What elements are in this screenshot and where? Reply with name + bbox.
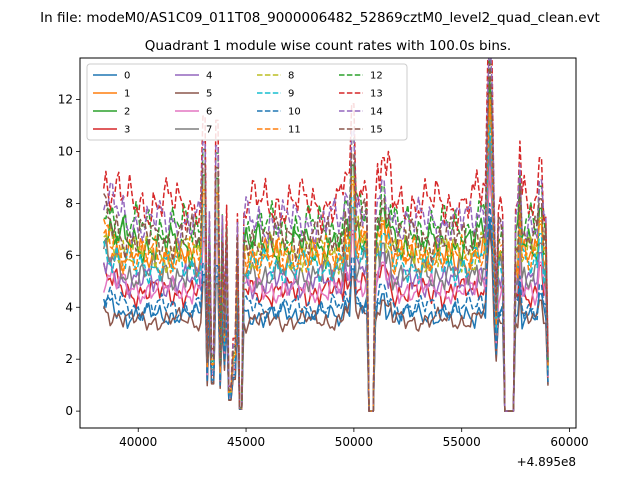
legend-label-9: 9 xyxy=(288,89,294,100)
series-line-11 xyxy=(103,98,549,412)
series-line-5 xyxy=(103,228,549,412)
series-layer xyxy=(102,58,549,412)
x-tick-label: 40000 xyxy=(119,435,157,449)
legend-label-14: 14 xyxy=(370,107,383,118)
y-tick-label: 12 xyxy=(58,93,73,107)
legend-label-10: 10 xyxy=(288,107,301,118)
series-line-6 xyxy=(102,166,549,412)
legend-label-13: 13 xyxy=(370,89,383,100)
legend-label-8: 8 xyxy=(288,71,294,82)
legend-label-4: 4 xyxy=(206,71,212,82)
legend-label-0: 0 xyxy=(124,71,130,82)
y-tick-label: 2 xyxy=(65,352,73,366)
series-line-10 xyxy=(102,202,549,412)
legend-label-5: 5 xyxy=(206,89,212,100)
legend-label-11: 11 xyxy=(288,125,301,136)
x-offset-label: +4.895e8 xyxy=(517,455,576,469)
y-tick-label: 6 xyxy=(65,248,73,262)
y-tick-label: 8 xyxy=(65,196,73,210)
legend-label-2: 2 xyxy=(124,107,130,118)
series-line-13 xyxy=(102,58,549,412)
x-tick-label: 55000 xyxy=(443,435,481,449)
chart-title: Quadrant 1 module wise count rates with … xyxy=(145,38,511,54)
y-tick-label: 10 xyxy=(58,144,73,158)
legend-label-3: 3 xyxy=(124,125,130,136)
legend-label-1: 1 xyxy=(124,89,130,100)
y-axis: 0 2 4 6 8 10 12 xyxy=(58,93,80,418)
chart-suptitle: In file: modeM0/AS1C09_011T08_9000006482… xyxy=(40,10,600,26)
legend-label-7: 7 xyxy=(206,125,212,136)
x-tick-label: 50000 xyxy=(335,435,373,449)
y-tick-label: 0 xyxy=(65,404,73,418)
plot-frame xyxy=(79,57,577,429)
legend-label-15: 15 xyxy=(370,125,383,136)
legend-label-12: 12 xyxy=(370,71,383,82)
series-line-15 xyxy=(103,62,549,412)
x-axis: 40000 45000 50000 55000 60000 xyxy=(119,428,589,449)
series-line-7 xyxy=(102,135,549,412)
x-tick-label: 60000 xyxy=(550,435,588,449)
legend-label-6: 6 xyxy=(206,107,212,118)
y-tick-label: 4 xyxy=(65,300,73,314)
legend-frame xyxy=(86,63,408,141)
x-tick-label: 45000 xyxy=(227,435,265,449)
series-line-1 xyxy=(103,103,549,412)
